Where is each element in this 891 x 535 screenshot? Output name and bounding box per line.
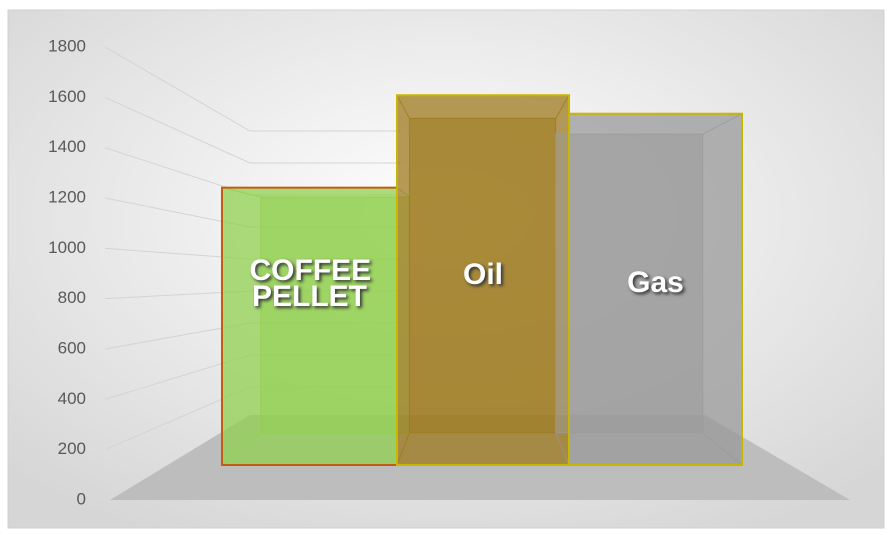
y-tick-label: 200 <box>58 439 86 458</box>
y-tick-label: 600 <box>58 338 86 357</box>
category-label: Gas <box>627 266 684 299</box>
grid-line <box>104 46 400 132</box>
category-label: Oil <box>462 258 503 291</box>
bar <box>221 186 398 467</box>
y-tick-label: 800 <box>58 288 86 307</box>
y-tick-label: 1600 <box>48 87 86 106</box>
y-tick-label: 1200 <box>48 187 86 206</box>
y-tick-label: 1400 <box>48 137 86 156</box>
y-tick-label: 400 <box>58 389 86 408</box>
bar <box>568 112 743 466</box>
grid-line <box>104 96 400 164</box>
bar <box>396 94 570 466</box>
category-label: COFFEE PELLET <box>249 254 372 313</box>
y-tick-label: 1000 <box>48 238 86 257</box>
y-tick-label: 0 <box>77 489 86 508</box>
bar-edge <box>555 432 570 466</box>
y-tick-label: 1800 <box>48 36 86 55</box>
bar-edge <box>555 113 570 135</box>
